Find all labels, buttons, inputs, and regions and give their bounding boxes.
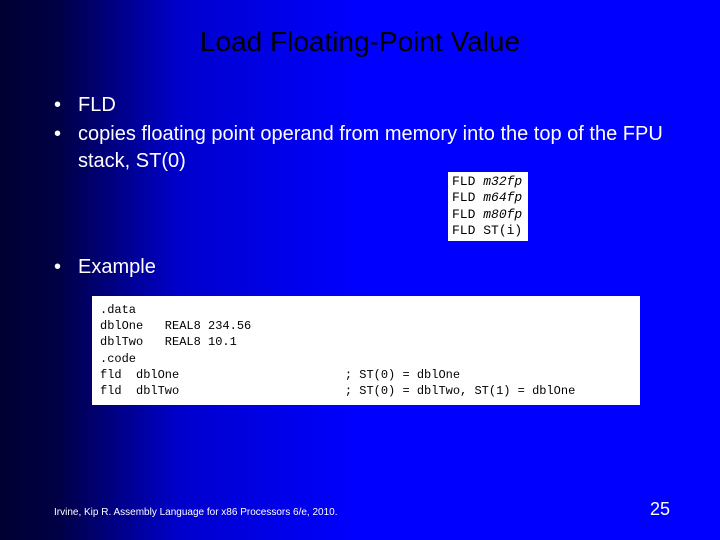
code-line: .data [100, 303, 136, 317]
bullet-dot-icon: • [54, 92, 78, 119]
bullet-item: • copies floating point operand from mem… [54, 121, 680, 175]
bullet-dot-icon: • [54, 256, 78, 279]
fld-operand: ST(i) [483, 223, 522, 238]
slide-title: Load Floating-Point Value [0, 26, 720, 58]
code-line: .code [100, 352, 136, 366]
code-line: dblOne REAL8 234.56 [100, 319, 251, 333]
slide: Load Floating-Point Value • FLD • copies… [0, 0, 720, 540]
bullet-list: • FLD • copies floating point operand fr… [54, 92, 680, 177]
example-bullet: • Example [54, 256, 156, 279]
fld-mnemonic: FLD [452, 223, 475, 238]
example-label: Example [78, 256, 156, 279]
bullet-item: • FLD [54, 92, 680, 119]
fld-operand: m80fp [483, 207, 522, 222]
code-line: fld dblOne ; ST(0) = dblOne [100, 368, 460, 382]
fld-operand: m32fp [483, 174, 522, 189]
fld-mnemonic: FLD [452, 207, 475, 222]
footer-citation: Irvine, Kip R. Assembly Language for x86… [54, 507, 338, 518]
fld-mnemonic: FLD [452, 190, 475, 205]
fld-operand: m64fp [483, 190, 522, 205]
code-line: fld dblTwo ; ST(0) = dblTwo, ST(1) = dbl… [100, 384, 575, 398]
code-line: dblTwo REAL8 10.1 [100, 335, 237, 349]
code-example-box: .data dblOne REAL8 234.56 dblTwo REAL8 1… [92, 296, 640, 405]
fld-mnemonic: FLD [452, 174, 475, 189]
page-number: 25 [650, 499, 670, 520]
bullet-dot-icon: • [54, 121, 78, 175]
fld-syntax-box: FLD m32fp FLD m64fp FLD m80fp FLD ST(i) [448, 172, 528, 241]
bullet-text: FLD [78, 92, 680, 119]
bullet-text: copies floating point operand from memor… [78, 121, 680, 175]
